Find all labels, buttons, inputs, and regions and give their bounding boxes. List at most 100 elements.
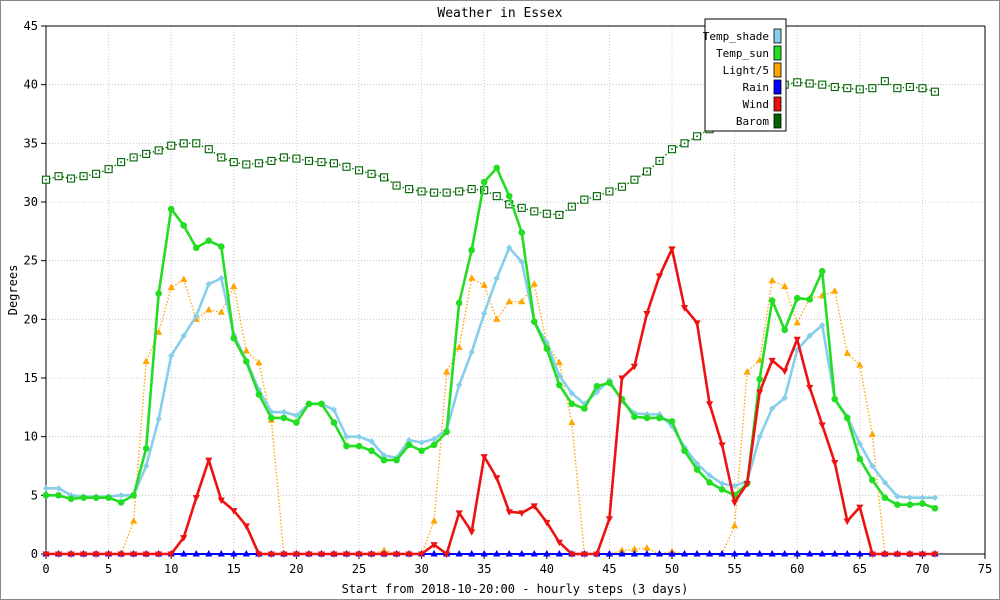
light-5-point — [768, 276, 776, 284]
wind-point — [906, 551, 914, 558]
barom-series — [41, 77, 939, 219]
temp-shade-point — [543, 339, 550, 346]
wind-point — [367, 551, 376, 558]
rain-point — [192, 550, 200, 557]
y-tick-label: 15 — [24, 371, 38, 385]
temp-sun-point — [793, 294, 801, 302]
light-5-point — [555, 358, 563, 366]
temp-sun-point — [919, 500, 926, 507]
barom-point — [242, 160, 251, 169]
wind-point — [167, 551, 175, 558]
temp-shade-point — [781, 394, 788, 402]
wind-point — [230, 508, 238, 515]
wind-point — [731, 499, 739, 507]
barom-point — [592, 192, 601, 201]
barom-point — [292, 154, 301, 163]
x-tick-label: 35 — [477, 562, 491, 576]
wind-point — [280, 551, 288, 558]
legend-swatch-light-5 — [773, 62, 782, 78]
temp-sun-point — [768, 297, 776, 304]
temp-shade-point — [142, 462, 150, 470]
wind-point — [267, 551, 275, 558]
wind-point — [242, 523, 250, 530]
temp-sun-point — [593, 382, 601, 390]
light-5-point — [781, 282, 789, 289]
rain-point — [655, 550, 664, 557]
light-5-point — [130, 517, 138, 524]
wind-point — [806, 384, 814, 392]
wind-point — [705, 401, 714, 408]
light-5-point — [380, 546, 388, 553]
wind-point — [192, 495, 200, 502]
temp-shade-point — [556, 372, 563, 379]
temp-shade-point — [468, 348, 475, 356]
rain-point — [731, 550, 739, 557]
temp-sun-point — [556, 381, 563, 389]
wind-point — [255, 551, 263, 558]
barom-point — [455, 187, 464, 196]
rain-point — [856, 550, 864, 557]
wind-point — [856, 504, 864, 512]
y-tick-label: 5 — [31, 488, 38, 502]
rain-point — [455, 550, 463, 557]
x-tick-label: 60 — [790, 562, 804, 576]
rain-point — [430, 550, 438, 557]
temp-sun-point — [80, 494, 87, 501]
light-5-point — [255, 358, 263, 366]
wind-point — [180, 535, 188, 542]
temp-shade-point — [343, 433, 350, 440]
temp-sun-point — [656, 414, 663, 422]
rain-point — [530, 550, 538, 557]
wind-point — [443, 551, 451, 558]
temp-sun-point — [180, 222, 188, 229]
light-5-point — [468, 274, 476, 281]
light-5-point — [180, 275, 188, 282]
wind-point — [317, 551, 326, 558]
temp-sun-point — [155, 290, 162, 297]
y-tick-label: 35 — [24, 136, 38, 150]
rain-point — [843, 550, 851, 557]
barom-point — [41, 175, 51, 184]
temp-sun-point — [681, 447, 688, 455]
legend-label-barom: Barom — [736, 115, 769, 128]
x-tick-label: 10 — [164, 562, 178, 576]
temp-shade-point — [706, 472, 713, 479]
legend-label-temp-shade: Temp_shade — [703, 30, 769, 43]
wind-point — [843, 518, 851, 526]
temp-shade-point — [856, 440, 863, 447]
wind-point — [54, 551, 63, 558]
temp-shade-point — [756, 433, 763, 440]
y-tick-label: 20 — [24, 312, 38, 326]
light-5-point — [217, 308, 225, 315]
temp-sun-point — [293, 419, 300, 426]
rain-point — [493, 550, 501, 557]
barom-point — [918, 84, 927, 93]
temp-shade-point — [518, 258, 525, 266]
temp-sun-point — [255, 391, 263, 398]
barom-point — [855, 85, 864, 94]
wind-point — [130, 551, 138, 558]
barom-point — [142, 149, 151, 158]
barom-point — [367, 169, 376, 178]
barom-point — [342, 162, 351, 171]
temp-sun-point — [518, 229, 526, 236]
temp-sun-point — [418, 447, 425, 455]
temp-sun-point — [881, 494, 889, 501]
barom-point — [204, 145, 213, 154]
wind-series — [42, 246, 939, 558]
temp-sun-point — [756, 375, 763, 383]
light-5-point — [205, 305, 213, 313]
light-5-point — [793, 318, 801, 326]
barom-point — [417, 187, 426, 196]
wind-point — [468, 529, 476, 536]
barom-point — [818, 80, 827, 89]
barom-point — [580, 195, 589, 204]
barom-point — [530, 207, 539, 216]
temp-shade-point — [293, 412, 300, 419]
y-tick-label: 0 — [31, 547, 38, 561]
barom-point — [79, 172, 88, 181]
temp-sun-line — [46, 166, 936, 510]
barom-point — [442, 188, 451, 197]
temp-sun-point — [217, 243, 225, 250]
wind-point — [380, 551, 388, 558]
